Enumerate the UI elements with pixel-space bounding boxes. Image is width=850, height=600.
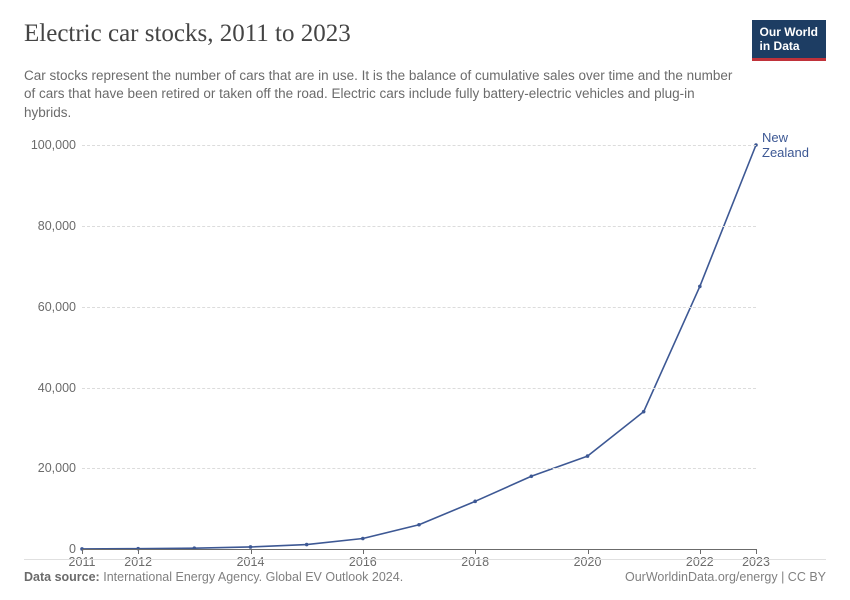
data-source: Data source: International Energy Agency… <box>24 570 403 584</box>
chart-title: Electric car stocks, 2011 to 2023 <box>24 20 351 48</box>
chart-plot-area: 020,00040,00060,00080,000100,00020112012… <box>24 137 826 567</box>
gridline <box>82 388 756 389</box>
x-tick <box>82 549 83 554</box>
x-tick <box>700 549 701 554</box>
x-tick <box>756 549 757 554</box>
x-tick <box>251 549 252 554</box>
y-tick-label: 40,000 <box>26 381 76 395</box>
series-line <box>82 145 756 549</box>
chart-footer: Data source: International Energy Agency… <box>24 559 826 584</box>
gridline <box>82 468 756 469</box>
chart-subtitle: Car stocks represent the number of cars … <box>24 67 744 124</box>
owid-logo: Our World in Data <box>752 20 826 61</box>
x-tick <box>475 549 476 554</box>
y-tick-label: 100,000 <box>26 138 76 152</box>
data-source-text: International Energy Agency. Global EV O… <box>103 570 403 584</box>
data-point <box>417 523 421 527</box>
data-point <box>642 410 646 414</box>
x-axis-line <box>82 549 756 550</box>
series-label: New Zealand <box>762 130 826 160</box>
gridline <box>82 226 756 227</box>
x-tick <box>138 549 139 554</box>
data-point <box>530 475 534 479</box>
data-point <box>361 537 365 541</box>
data-point <box>305 543 309 547</box>
y-tick-label: 80,000 <box>26 219 76 233</box>
y-tick-label: 0 <box>26 542 76 556</box>
data-point <box>698 285 702 289</box>
x-tick <box>588 549 589 554</box>
y-tick-label: 20,000 <box>26 461 76 475</box>
data-point <box>473 500 477 504</box>
attribution: OurWorldinData.org/energy | CC BY <box>625 570 826 584</box>
gridline <box>82 307 756 308</box>
x-tick <box>363 549 364 554</box>
gridline <box>82 145 756 146</box>
data-point <box>586 455 590 459</box>
line-chart-svg <box>24 137 826 567</box>
data-source-label: Data source: <box>24 570 100 584</box>
y-tick-label: 60,000 <box>26 300 76 314</box>
